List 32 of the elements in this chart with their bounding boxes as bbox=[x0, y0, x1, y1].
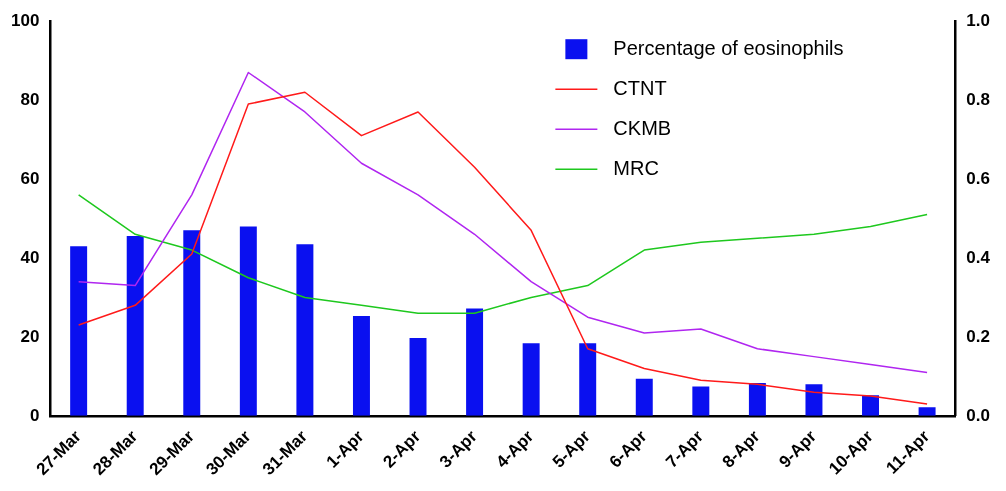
bar bbox=[296, 244, 314, 416]
bar bbox=[70, 246, 88, 416]
y-tick-label: 60 bbox=[20, 168, 40, 188]
legend-label: MRC bbox=[613, 156, 659, 179]
bar bbox=[635, 378, 653, 416]
y-tick-label: 100 bbox=[10, 10, 40, 30]
bar bbox=[748, 383, 766, 416]
y2-tick-label: 0.6 bbox=[966, 168, 991, 188]
y2-tick-label: 1.0 bbox=[966, 10, 991, 30]
bar bbox=[409, 338, 427, 416]
bar bbox=[522, 343, 540, 416]
bar bbox=[352, 315, 370, 416]
y2-tick-label: 0.2 bbox=[966, 326, 991, 346]
bar bbox=[183, 230, 201, 416]
y2-tick-label: 0.4 bbox=[966, 247, 991, 267]
bar bbox=[239, 226, 257, 416]
y2-tick-label: 0.0 bbox=[966, 405, 991, 425]
y2-tick-label: 0.8 bbox=[966, 89, 991, 109]
bar bbox=[805, 384, 823, 416]
bar bbox=[126, 235, 144, 416]
y-tick-label: 80 bbox=[20, 89, 40, 109]
y-tick-label: 20 bbox=[20, 326, 40, 346]
legend-label: CTNT bbox=[613, 76, 667, 99]
bar bbox=[692, 386, 710, 416]
bar bbox=[579, 343, 597, 416]
legend-label: Percentage of eosinophils bbox=[613, 36, 844, 59]
y-tick-label: 40 bbox=[20, 247, 40, 267]
bar bbox=[862, 395, 880, 416]
bar bbox=[918, 407, 936, 416]
bar bbox=[466, 308, 484, 416]
legend-label: CKMB bbox=[613, 116, 672, 139]
y-tick-label: 0 bbox=[29, 405, 40, 425]
